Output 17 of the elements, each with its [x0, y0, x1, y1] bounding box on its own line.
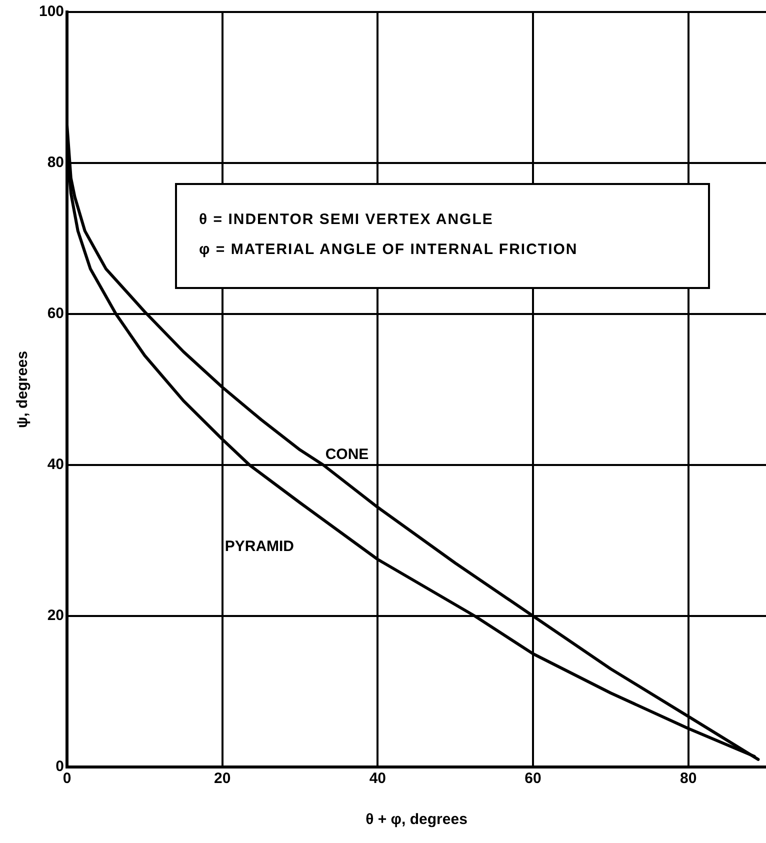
y-tick-label: 40	[47, 456, 64, 474]
x-tick-label: 60	[524, 770, 542, 788]
x-tick-label: 40	[369, 770, 386, 788]
x-tick-label: 80	[680, 770, 697, 788]
y-tick-label: 100	[38, 3, 64, 20]
y-tick-label: 60	[47, 305, 64, 322]
y-tick-label: 0	[56, 758, 64, 776]
y-axis-title: ψ, degrees	[14, 350, 32, 428]
y-tick-label: 20	[47, 607, 64, 624]
note-box: θ = INDENTOR SEMI VERTEX ANGLE φ = MATERIAL ANGLE OF INTERNAL FRICTION	[175, 183, 710, 289]
annotation: φ = MATERIAL ANGLE OF INTERNAL FRICTION	[199, 240, 579, 260]
y-tick-label: 80	[47, 154, 64, 172]
series-label: CONE	[325, 446, 369, 463]
text: PYRAMID	[224, 538, 294, 555]
annotation: θ = INDENTOR SEMI VERTEX ANGLE	[199, 210, 494, 230]
x-tick-label: 20	[214, 770, 231, 788]
x-axis-title: θ + φ, degrees	[366, 811, 468, 828]
